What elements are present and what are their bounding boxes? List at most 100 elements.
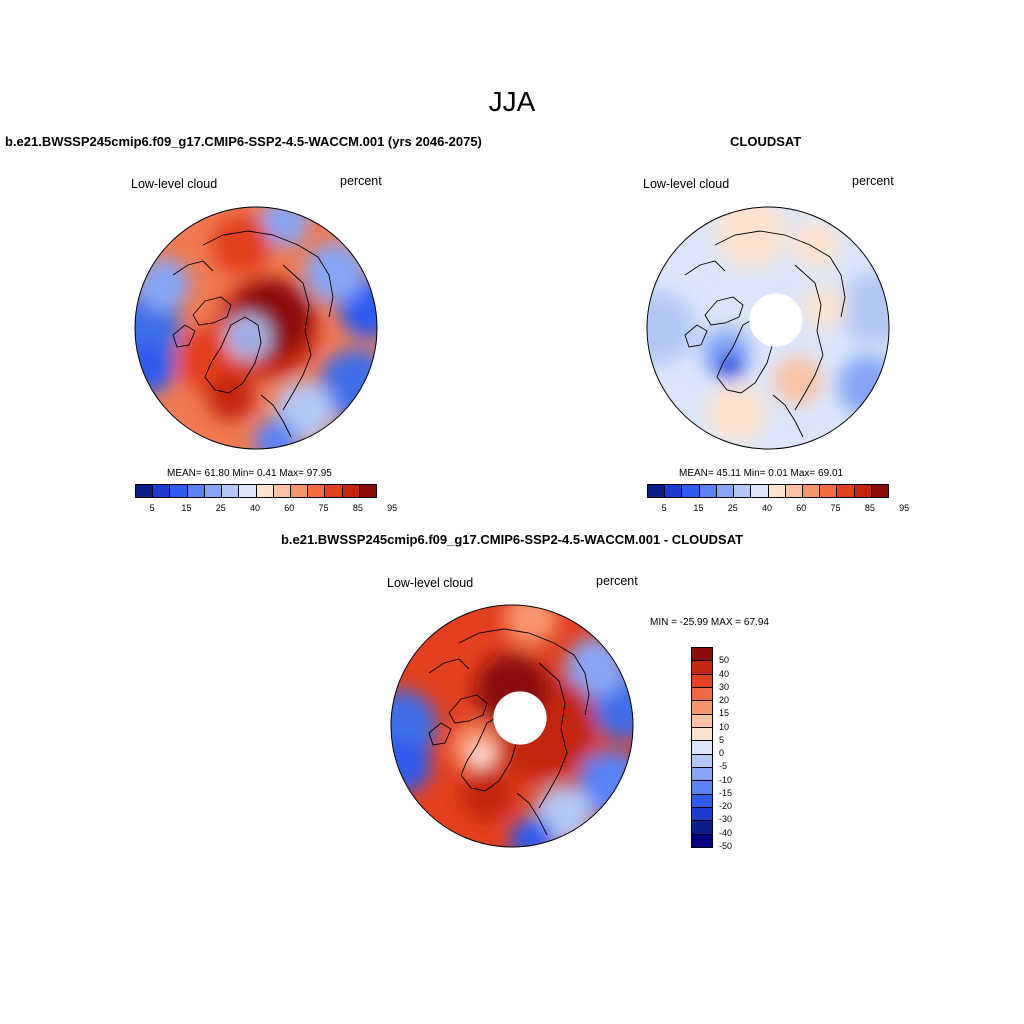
colorbar-swatch [358,485,377,497]
right-panel-title: CLOUDSAT [730,134,802,149]
field-blob [504,605,558,646]
field-blob [792,219,841,269]
right-stats: MEAN= 45.11 Min= 0.01 Max= 69.01 [679,468,844,479]
colorbar-swatch [221,485,239,497]
colorbar-swatch [255,485,273,497]
diff-colorbar [691,647,713,848]
colorbar-tick-label: 5 [661,503,667,513]
colorbar-tick-label: 60 [284,503,295,513]
coastline [684,260,726,276]
right-units-label: percent [852,174,894,188]
left-units-label: percent [340,174,382,188]
colorbar-swatch [692,713,712,727]
coastline [714,230,846,318]
coastline [192,296,232,326]
colorbar-swatch [767,485,785,497]
diff-polar-map [390,604,634,848]
left-panel-title: b.e21.BWSSP245cmip6.f09_g17.CMIP6-SSP2-4… [5,134,482,149]
colorbar-tick-label: -50 [719,841,733,851]
colorbar-swatch [341,485,359,497]
diff-colorbar-labels: 50 40 30 20 15 10 5 0 -5 -10 -15 -20 -30 -40 -50 [719,647,759,851]
coastline [260,394,292,438]
colorbar-swatch [203,485,222,497]
coastline [448,694,488,724]
coastline [428,722,452,746]
colorbar-tick-label: 25 [727,503,738,513]
colorbar-tick-label: 50 [719,655,730,666]
colorbar-tick-label: 95 [387,503,398,513]
colorbar-swatch [289,485,308,497]
colorbar-tick-label: 15 [719,708,730,719]
polar-data-gap [493,691,547,745]
map-field [647,207,889,449]
map-boundary [134,206,378,450]
colorbar-tick-label: -15 [719,787,733,798]
coastlines [172,230,334,438]
left-variable-label: Low-level cloud [131,177,218,191]
field-blob [838,272,889,346]
diff-stats: MIN = -25.99 MAX = 67.94 [650,617,769,628]
field-blob [135,340,175,394]
colorbar-swatch [136,485,153,497]
coastline [538,662,568,809]
field-blob [239,331,254,347]
field-blob [305,242,366,303]
map-boundary [390,604,634,848]
figure-title: JJA [488,86,536,117]
colorbar-swatch [801,485,820,497]
colorbar-swatch [733,485,751,497]
field-blob [136,257,190,312]
colorbar-swatch [692,833,712,847]
colorbar-swatch [664,485,682,497]
colorbar-tick-label: 0 [719,748,725,759]
colorbar-tick-label: 15 [181,503,192,513]
coastline [794,264,824,411]
colorbar-swatch [715,485,734,497]
colorbar-swatch [784,485,802,497]
coastline [202,230,334,318]
field-blob [647,291,696,365]
colorbar-swatch [692,660,712,674]
map-field [135,207,377,449]
field-blob [254,419,298,449]
colorbar-tick-label: 95 [899,503,910,513]
colorbar-tick-label: -20 [719,801,733,812]
colorbar-swatch [648,485,665,497]
colorbar-tick-label: 20 [719,695,730,706]
coastline [458,628,590,716]
diff-units-label: percent [596,574,638,588]
colorbar-swatch [307,485,325,497]
colorbar-swatch [324,485,342,497]
colorbar-swatch [692,648,712,661]
polar-data-gap [749,293,803,347]
colorbar-tick-label: 75 [318,503,329,513]
colorbar-swatch [750,485,768,497]
field-blob [211,214,272,275]
coastline [172,324,196,348]
coastline [282,264,312,411]
colorbar-tick-label: -5 [719,761,728,772]
colorbar-swatch [692,700,712,714]
colorbar-tick-label: 85 [352,503,363,513]
diff-variable-label: Low-level cloud [387,576,474,590]
colorbar-tick-label: 15 [693,503,704,513]
right-variable-label: Low-level cloud [643,177,730,191]
colorbar-tick-label: -10 [719,774,733,785]
colorbar-swatch [692,740,712,754]
colorbar-tick-label: 40 [249,503,261,513]
colorbar-tick-label: 60 [796,503,807,513]
colorbar-tick-label: 25 [215,503,226,513]
map-field [391,605,633,847]
colorbar-swatch [186,485,204,497]
colorbar-swatch [692,793,712,807]
right-colorbar-labels: 5 15 25 40 60 75 85 95 [647,503,910,515]
left-stats: MEAN= 61.80 Min= 0.41 Max= 97.95 [167,468,332,479]
colorbar-swatch [692,766,712,781]
colorbar-tick-label: 5 [719,734,725,745]
field-blob [723,360,736,373]
coastline [772,394,804,438]
colorbar-swatch [692,820,712,834]
colorbar-swatch [272,485,290,497]
field-blob [510,817,554,847]
colorbar-tick-label: -40 [719,827,733,838]
